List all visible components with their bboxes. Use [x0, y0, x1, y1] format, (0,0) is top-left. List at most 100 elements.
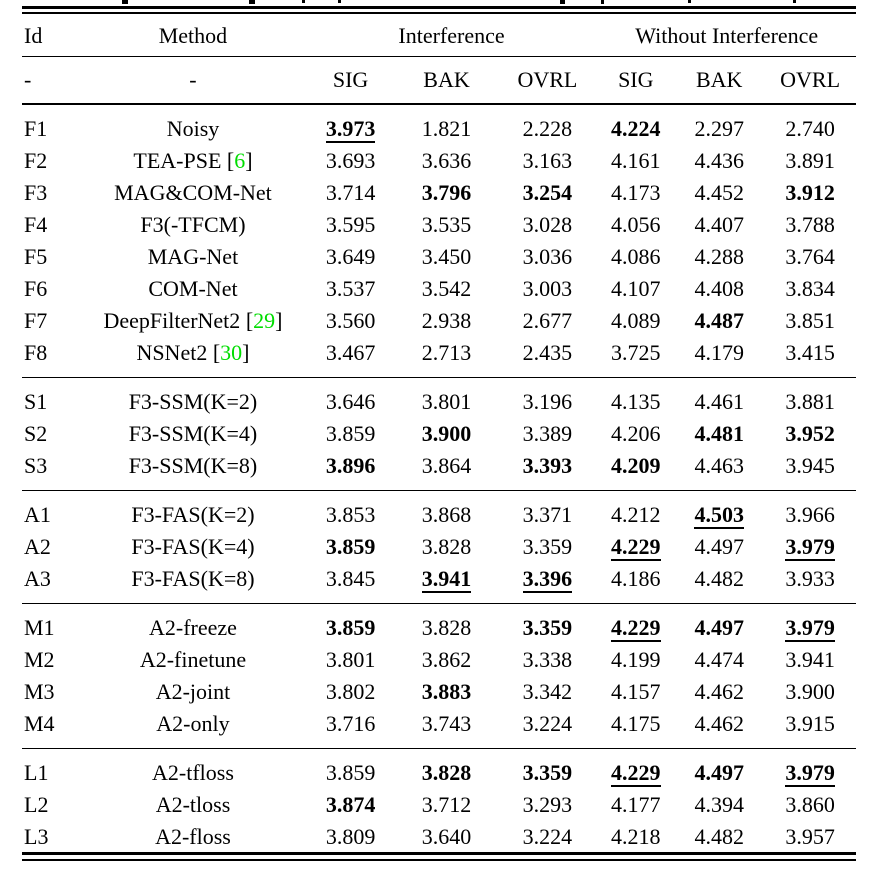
value-cell: 3.979	[764, 748, 856, 789]
value-cell: 4.436	[694, 148, 744, 173]
col-group-interference: Interference	[305, 15, 598, 57]
method-cell: F3-FAS(K=8)	[131, 566, 255, 591]
subheader-ovrl-2: OVRL	[764, 56, 856, 105]
value-cell: 4.206	[611, 421, 661, 446]
method-cell: COM-Net	[148, 276, 238, 301]
col-header-id: Id	[22, 15, 81, 57]
section-baselines: F1 Noisy 3.973 1.821 2.228 4.224 2.297 2.740 F2 T…	[22, 104, 856, 378]
value-cell: 3.560	[325, 308, 376, 333]
value-cell: 3.396	[522, 566, 573, 593]
table-row: M2 A2-finetune 3.801 3.862 3.338 4.199 4.474 3.…	[22, 644, 856, 676]
citation-number: 6	[234, 148, 246, 173]
value-cell: 3.788	[785, 212, 835, 237]
row-id-cell: F2	[24, 148, 48, 173]
value-cell: 3.979	[764, 603, 856, 644]
value-cell: 3.874	[325, 792, 376, 817]
value-cell: 4.503	[674, 490, 765, 531]
value-cell: 4.186	[611, 566, 661, 591]
table-row: F1 Noisy 3.973 1.821 2.228 4.224 2.297 2.740	[22, 104, 856, 145]
value-cell: 3.743	[421, 711, 472, 736]
section-training-mode: M1 A2-freeze 3.859 3.828 3.359 4.229 4.497 3.97…	[22, 603, 856, 749]
value-cell: 3.389	[522, 421, 573, 446]
value-cell: 4.086	[611, 244, 661, 269]
row-id-cell: F8	[24, 340, 48, 365]
method-cell: MAG-Net	[147, 244, 239, 269]
value-cell: 4.161	[611, 148, 661, 173]
value-cell: 3.036	[522, 244, 573, 269]
subheader-method: -	[80, 56, 306, 105]
col-group-without-interference: Without Interference	[597, 15, 856, 57]
value-cell: 3.224	[522, 824, 573, 849]
value-cell: 4.497	[674, 603, 765, 644]
method-cell: A2-tfloss	[80, 748, 306, 789]
value-cell: 2.740	[785, 116, 835, 141]
method-cell: F3-SSM(K=2)	[80, 377, 306, 418]
row-id-cell: F4	[24, 212, 48, 237]
value-cell: 4.199	[611, 647, 661, 672]
method-cell: F3(-TFCM)	[140, 212, 246, 237]
caption-fragment	[302, 0, 305, 3]
value-cell: 2.938	[421, 308, 472, 333]
value-cell: 3.900	[785, 679, 835, 704]
row-id-cell: S1	[22, 377, 81, 418]
value-cell: 4.177	[611, 792, 661, 817]
value-cell: 4.135	[597, 377, 675, 418]
value-cell: 3.450	[421, 244, 472, 269]
value-cell: 3.945	[785, 453, 835, 478]
value-cell: 3.359	[522, 534, 573, 559]
value-cell: 4.089	[611, 308, 661, 333]
row-id-cell: L3	[24, 824, 49, 849]
value-cell: 2.677	[522, 308, 573, 333]
subheader-id: -	[22, 56, 81, 105]
value-cell: 3.883	[421, 679, 472, 704]
value-cell: 3.828	[395, 748, 498, 789]
value-cell: 4.407	[694, 212, 744, 237]
value-cell: 4.179	[694, 340, 744, 365]
method-cell: A2-freeze	[80, 603, 306, 644]
value-cell: 3.796	[421, 180, 472, 205]
value-cell: 3.649	[325, 244, 376, 269]
value-cell: 3.853	[305, 490, 396, 531]
value-cell: 3.834	[785, 276, 835, 301]
value-cell: 4.173	[611, 180, 661, 205]
value-cell: 3.028	[522, 212, 573, 237]
value-cell: 2.297	[694, 116, 744, 141]
method-cell: Noisy	[166, 116, 220, 141]
row-id-cell: F6	[24, 276, 48, 301]
value-cell: 3.896	[325, 453, 376, 478]
subheader-bak-1: BAK	[395, 56, 498, 105]
value-cell: 4.461	[674, 377, 765, 418]
value-cell: 4.394	[694, 792, 744, 817]
value-cell: 3.801	[325, 647, 376, 672]
table-row: F4 F3(-TFCM) 3.595 3.535 3.028 4.056 4.407 3.78…	[22, 209, 856, 241]
value-cell: 4.157	[611, 679, 661, 704]
caption-fragment	[338, 0, 341, 3]
value-cell: 3.415	[785, 340, 835, 365]
value-cell: 3.851	[785, 308, 835, 333]
table-header: Id Method Interference Without Interfere…	[22, 15, 856, 105]
value-cell: 2.435	[522, 340, 573, 365]
value-cell: 3.801	[395, 377, 498, 418]
table-row: L3 A2-floss 3.809 3.640 3.224 4.218 4.482 3.957	[22, 821, 856, 861]
value-cell: 3.725	[611, 340, 661, 365]
table-row: S3 F3-SSM(K=8) 3.896 3.864 3.393 4.209 4.463 3.…	[22, 450, 856, 491]
value-cell: 4.463	[694, 453, 744, 478]
value-cell: 3.891	[785, 148, 835, 173]
value-cell: 3.693	[325, 148, 376, 173]
value-cell: 3.467	[325, 340, 376, 365]
value-cell: 4.107	[611, 276, 661, 301]
value-cell: 4.229	[597, 603, 675, 644]
method-cell: A2-finetune	[139, 647, 247, 672]
value-cell: 3.941	[421, 566, 472, 593]
value-cell: 3.900	[421, 421, 472, 446]
col-header-method: Method	[80, 15, 306, 57]
subheader-sig-1: SIG	[305, 56, 396, 105]
method-cell: F3-FAS(K=4)	[131, 534, 255, 559]
row-id-cell: S3	[24, 453, 48, 478]
table-row: A3 F3-FAS(K=8) 3.845 3.941 3.396 4.186 4.482 3.…	[22, 563, 856, 604]
value-cell: 3.957	[785, 824, 835, 849]
value-cell: 3.933	[785, 566, 835, 591]
caption-fragment	[249, 0, 255, 4]
table-row: M3 A2-joint 3.802 3.883 3.342 4.157 4.462 3.900	[22, 676, 856, 708]
